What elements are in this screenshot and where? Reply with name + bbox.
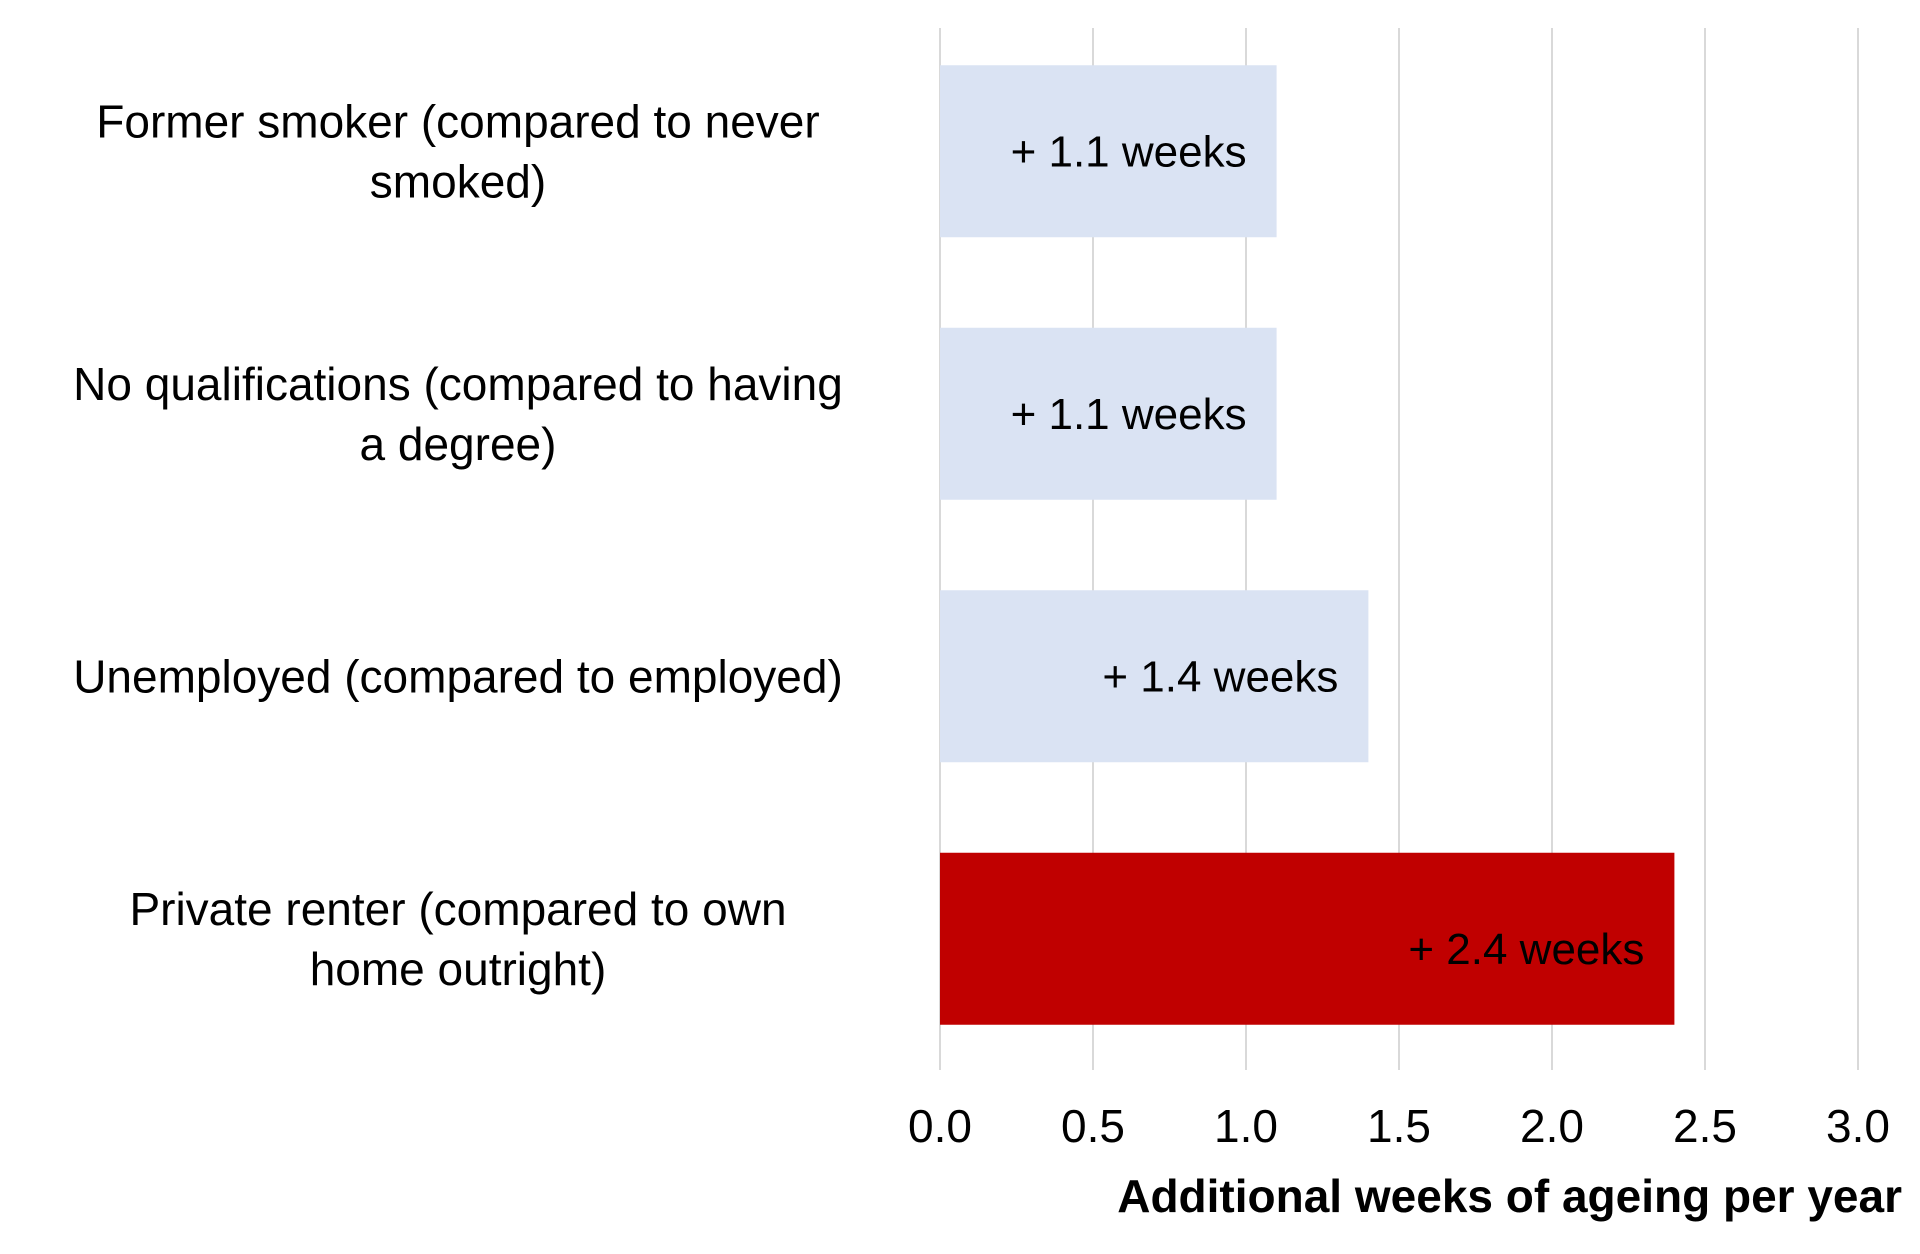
category-label-line: Unemployed (compared to employed) bbox=[73, 650, 843, 702]
category-label-line: a degree) bbox=[360, 418, 557, 470]
x-tick-label: 1.5 bbox=[1367, 1100, 1431, 1152]
data-label: + 1.1 weeks bbox=[1011, 127, 1247, 176]
category-label-line: home outright) bbox=[310, 943, 607, 995]
data-label: + 1.1 weeks bbox=[1011, 390, 1247, 439]
category-label-line: smoked) bbox=[370, 155, 546, 207]
bar bbox=[940, 65, 1277, 238]
data-label: + 1.4 weeks bbox=[1102, 652, 1338, 701]
category-labels: Former smoker (compared to never smoked) N… bbox=[73, 95, 843, 995]
category-label-line: No qualifications (compared to having bbox=[73, 358, 843, 410]
x-tick-label: 2.5 bbox=[1673, 1100, 1737, 1152]
category-label-line: Private renter (compared to own bbox=[129, 883, 786, 935]
bar bbox=[940, 852, 1675, 1025]
x-tick-label: 1.0 bbox=[1214, 1100, 1278, 1152]
x-tick-label: 2.0 bbox=[1520, 1100, 1584, 1152]
category-label: Private renter (compared to own home outr… bbox=[129, 883, 786, 995]
category-label: Unemployed (compared to employed) bbox=[73, 650, 843, 702]
x-axis-tick-labels: 0.0 0.5 1.0 1.5 2.0 2.5 3.0 bbox=[908, 1100, 1890, 1152]
x-tick-label: 0.0 bbox=[908, 1100, 972, 1152]
bar bbox=[940, 590, 1369, 763]
category-label: Former smoker (compared to never smoked) bbox=[96, 95, 819, 207]
x-tick-label: 0.5 bbox=[1061, 1100, 1125, 1152]
category-label: No qualifications (compared to having a d… bbox=[73, 358, 843, 470]
data-labels: + 1.1 weeks + 1.1 weeks + 1.4 weeks + 2.4 w… bbox=[1011, 127, 1645, 974]
category-label-line: Former smoker (compared to never bbox=[96, 95, 819, 147]
bars bbox=[940, 65, 1675, 1025]
data-label: + 2.4 weeks bbox=[1408, 925, 1644, 974]
x-axis-title: Additional weeks of ageing per year bbox=[1117, 1170, 1902, 1222]
x-tick-label: 3.0 bbox=[1826, 1100, 1890, 1152]
bar bbox=[940, 327, 1277, 500]
